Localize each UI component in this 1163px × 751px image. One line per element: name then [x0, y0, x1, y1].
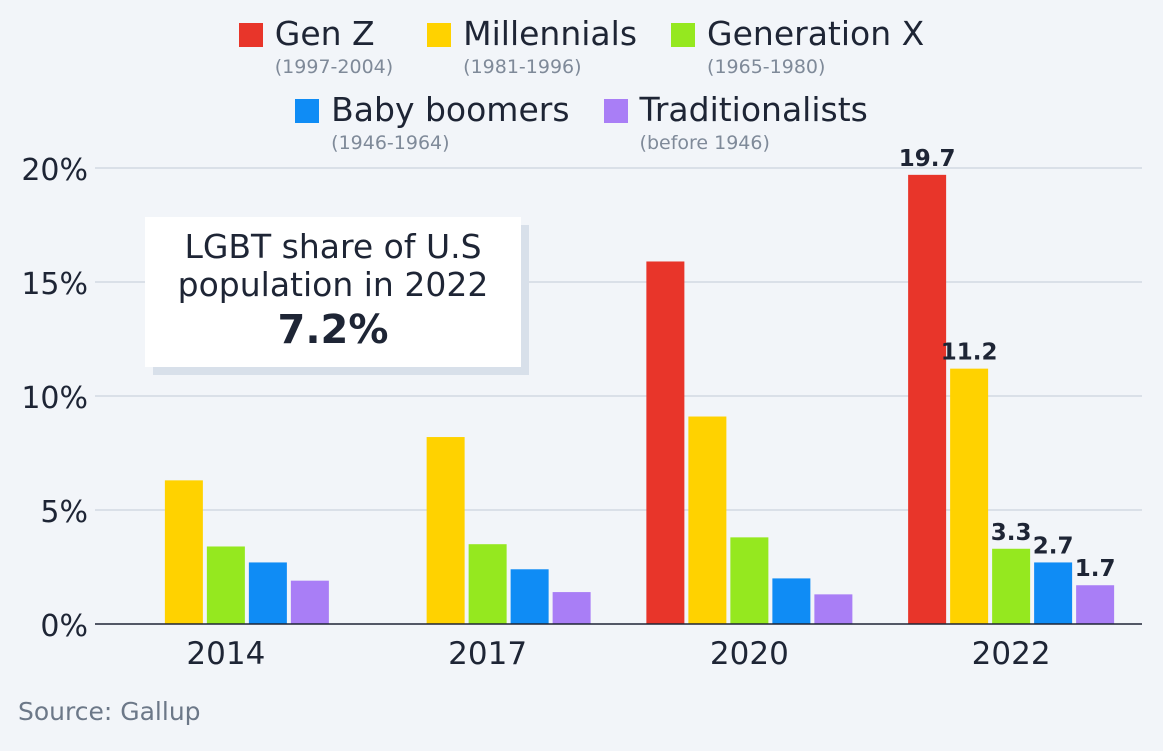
bar [552, 592, 591, 624]
data-label: 11.2 [941, 340, 998, 366]
legend-range: (1981-1996) [463, 56, 582, 78]
data-label: 19.7 [899, 146, 956, 172]
legend-swatch [671, 23, 696, 47]
bar [950, 368, 989, 624]
bar [992, 548, 1031, 624]
x-tick-label: 2022 [972, 636, 1051, 672]
legend-name: Traditionalists [639, 90, 868, 129]
data-label: 1.7 [1075, 556, 1116, 582]
legend-row-2: Baby boomers (1946-1964) Traditionalists… [0, 88, 1163, 154]
bar [206, 546, 245, 624]
bar [908, 174, 947, 624]
data-labels: 19.7 11.2 3.32.71.7 [899, 146, 1116, 582]
source-note: Source: Gallup [18, 697, 201, 726]
legend-range: (1965-1980) [707, 56, 826, 78]
legend-name: Generation X [707, 14, 925, 53]
legend-range: (before 1946) [639, 132, 770, 154]
legend-item-generation-x: Generation X (1965-1980) [671, 12, 924, 78]
legend-swatch [427, 23, 452, 47]
callout-text-line-2: population in 2022 [177, 265, 489, 304]
bar [468, 544, 507, 624]
data-label: 2.7 [1033, 533, 1074, 559]
bar [730, 537, 769, 624]
bar [772, 578, 811, 624]
legend-name: Gen Z [274, 14, 375, 53]
x-tick-label: 2014 [186, 636, 265, 672]
y-tick-label: 0% [40, 609, 88, 644]
bar [688, 416, 727, 624]
bar [248, 562, 287, 624]
y-tick-label: 5% [40, 495, 88, 530]
legend-swatch [295, 99, 320, 123]
y-tick-label: 10% [21, 381, 88, 416]
callout-text-line-1: LGBT share of U.S [184, 227, 482, 266]
legend-name: Millennials [463, 14, 638, 53]
legend-swatch [238, 23, 263, 47]
y-tick-label: 15% [21, 267, 88, 302]
legend: Gen Z (1997-2004) Millennials (1981-1996… [0, 12, 1163, 164]
legend-row-1: Gen Z (1997-2004) Millennials (1981-1996… [0, 12, 1163, 78]
callout-value: 7.2% [277, 307, 389, 353]
legend-range: (1946-1964) [331, 132, 450, 154]
y-tick-label: 20% [21, 153, 88, 188]
bar [164, 480, 203, 624]
bar [1034, 562, 1073, 624]
bar [426, 437, 465, 624]
legend-name: Baby boomers [331, 90, 570, 129]
x-tick-label: 2020 [710, 636, 789, 672]
legend-item-baby-boomers: Baby boomers (1946-1964) [295, 88, 570, 154]
legend-range: (1997-2004) [274, 56, 394, 78]
bar [1076, 585, 1115, 624]
legend-item-gen-z: Gen Z (1997-2004) [238, 12, 394, 78]
axes: 0% 5% 10% 15% 20% 2014 2017 2020 2022 [21, 153, 1142, 672]
legend-item-traditionalists: Traditionalists (before 1946) [603, 88, 868, 154]
bar [814, 594, 853, 624]
callout-box: LGBT share of U.S population in 2022 7.2… [145, 217, 521, 367]
bar [290, 580, 329, 624]
bars [164, 174, 1115, 624]
legend-item-millennials: Millennials (1981-1996) [427, 12, 637, 78]
x-tick-label: 2017 [448, 636, 527, 672]
data-label: 3.3 [991, 520, 1032, 546]
bar [646, 261, 685, 624]
legend-swatch [603, 99, 628, 123]
bar [510, 569, 549, 624]
